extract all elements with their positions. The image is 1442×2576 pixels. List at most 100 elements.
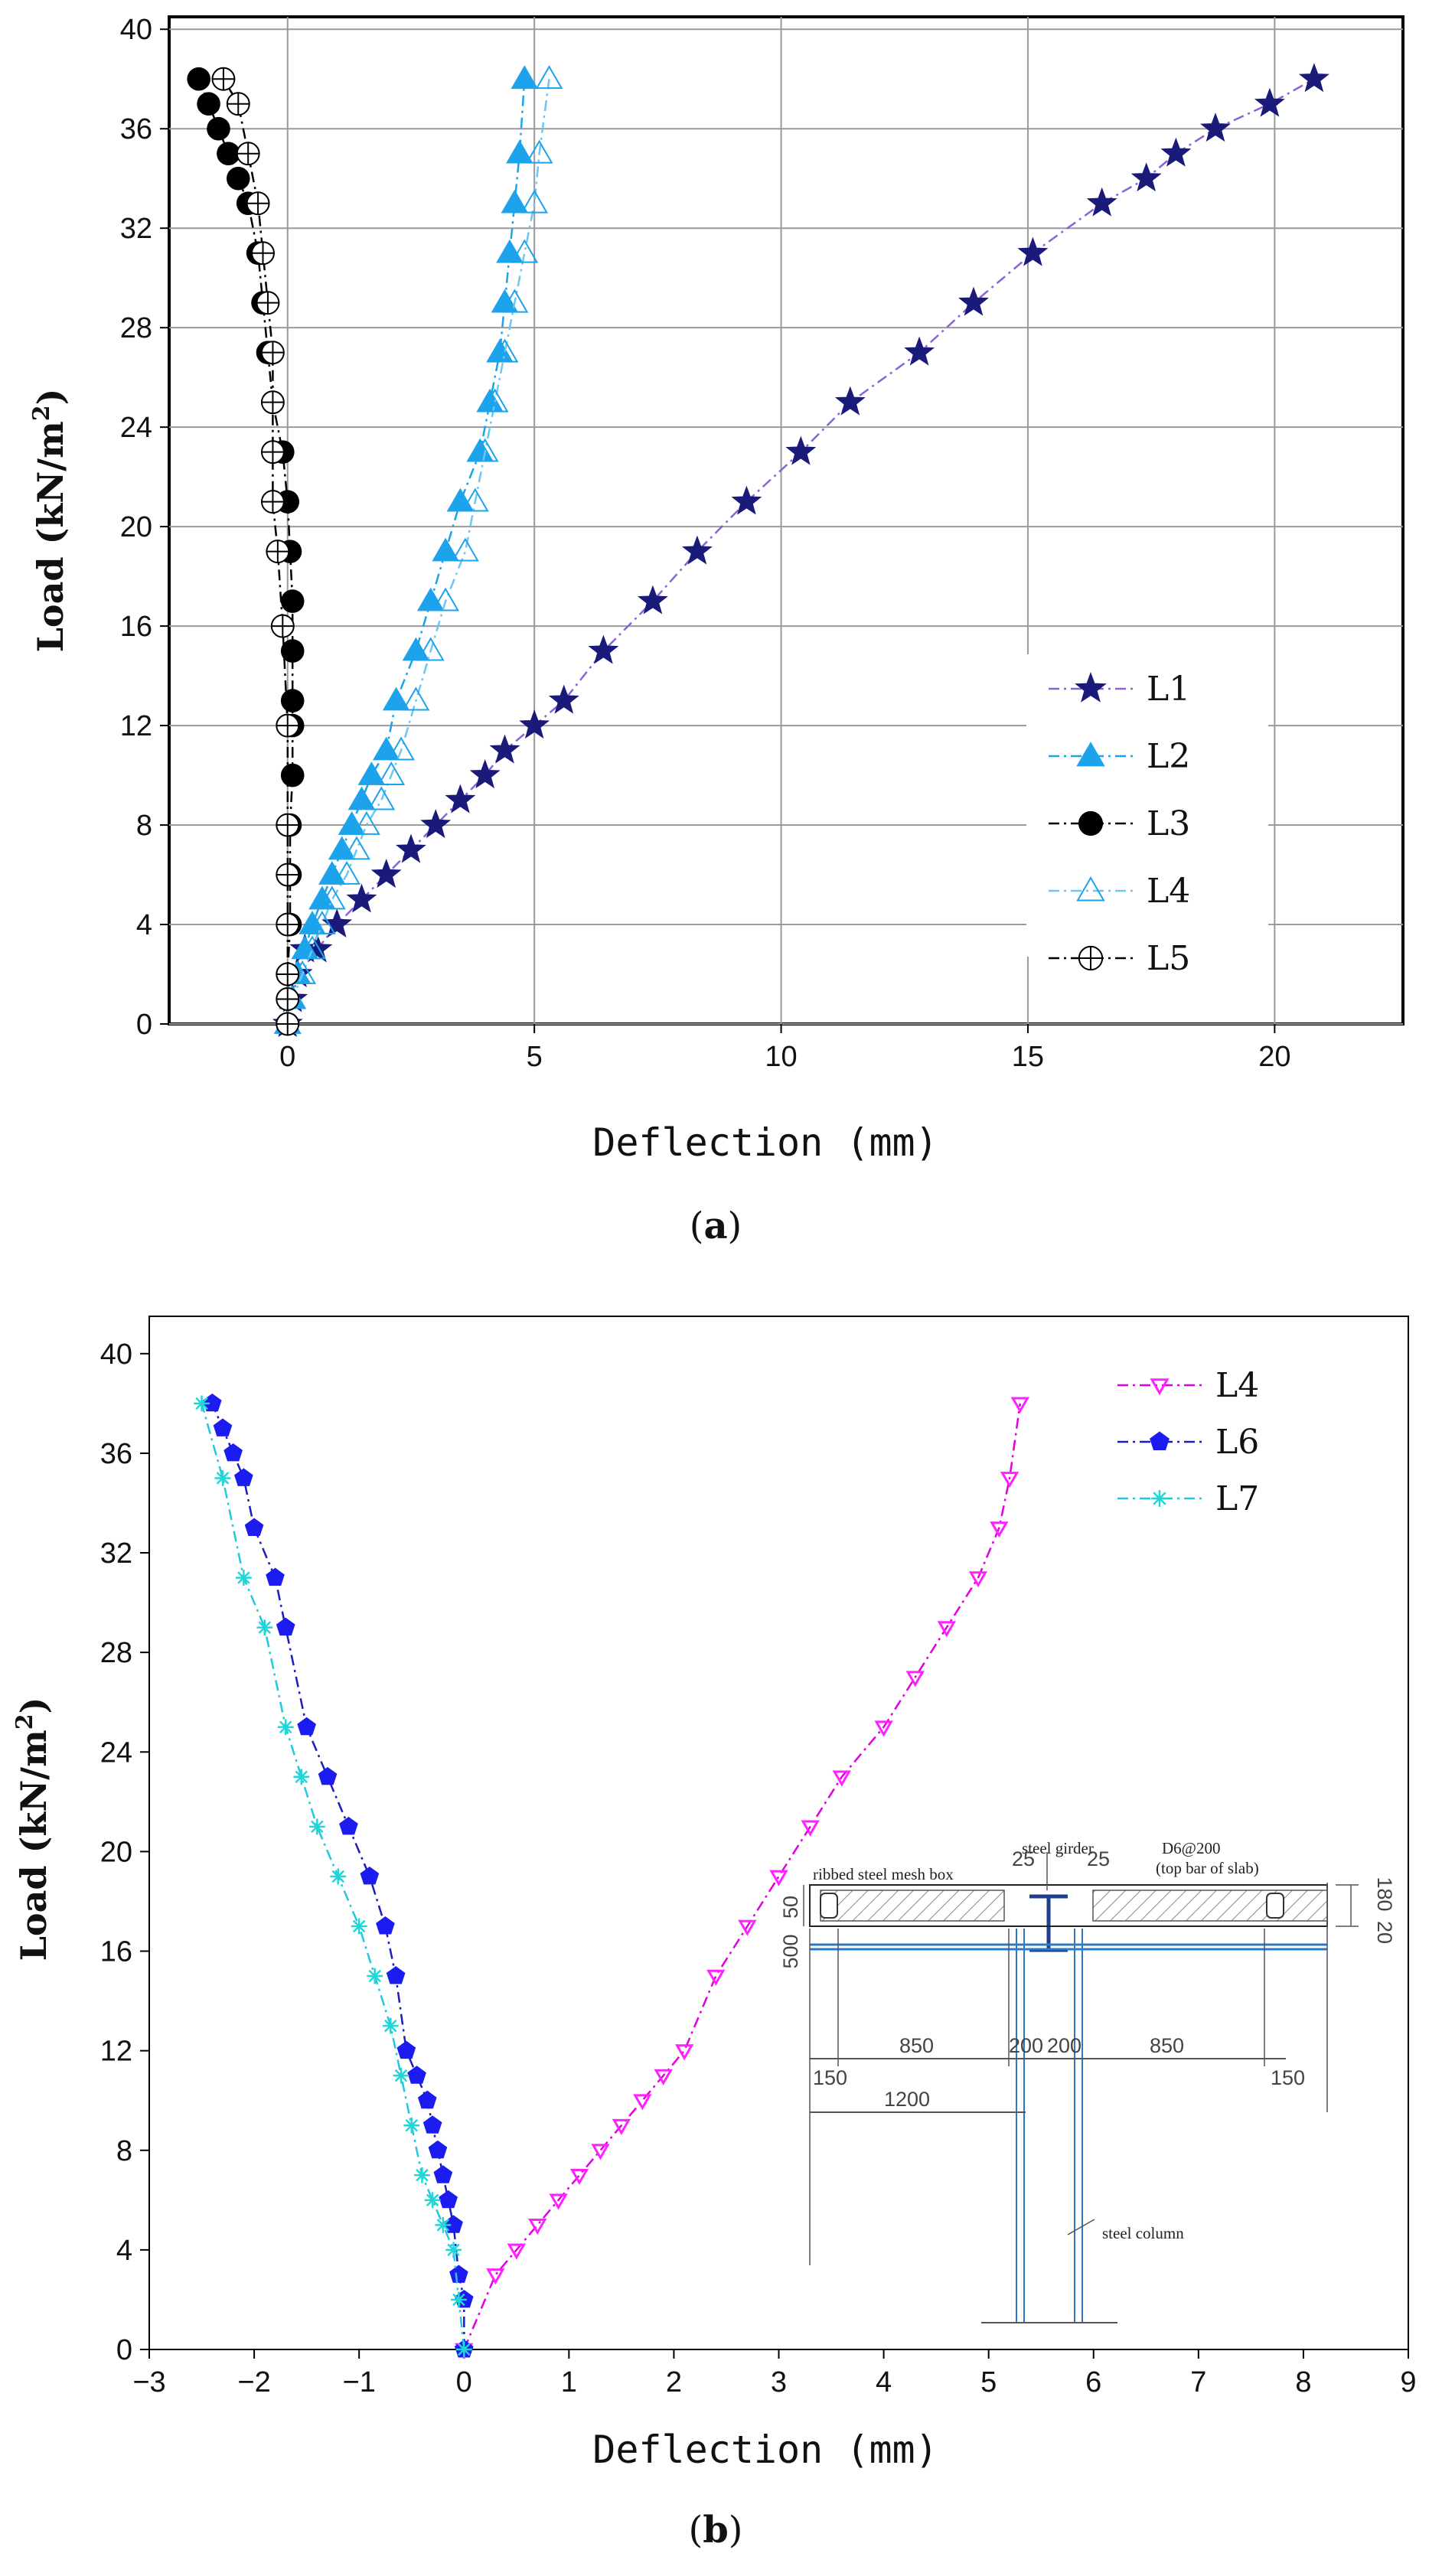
b-x-tick-label: 9 xyxy=(1400,2366,1416,2398)
inset-dim-180: 180 xyxy=(1373,1877,1396,1911)
a-point-l4 xyxy=(535,65,563,90)
a-point-l1 xyxy=(1017,236,1049,266)
a-x-tick-label: 20 xyxy=(1258,1041,1290,1073)
b-point-l7 xyxy=(330,1868,347,1885)
b-y-tick-label: 32 xyxy=(100,1537,132,1570)
a-point-l4 xyxy=(333,860,361,885)
b-point-l7 xyxy=(445,2242,462,2258)
a-legend-marker-l3 xyxy=(1078,810,1104,836)
a-point-l4 xyxy=(387,736,416,761)
a-point-l5 xyxy=(260,490,285,514)
a-point-l5 xyxy=(276,862,300,887)
b-point-l6 xyxy=(213,1418,233,1436)
inset-dim-150-right: 150 xyxy=(1271,2066,1305,2089)
panel-b-label: (b) xyxy=(688,2509,742,2552)
b-point-l7 xyxy=(424,2192,441,2209)
a-point-l3 xyxy=(280,763,305,787)
a-point-l5 xyxy=(236,142,260,166)
inset-dim-150-left: 150 xyxy=(813,2066,847,2089)
a-point-l2 xyxy=(416,587,445,611)
a-point-l1 xyxy=(1086,187,1117,217)
inset-label-topbar: (top bar of slab) xyxy=(1156,1859,1259,1877)
a-legend-marker-l5 xyxy=(1078,945,1104,971)
b-point-l6 xyxy=(244,1518,264,1536)
a-y-tick-label: 40 xyxy=(120,14,152,46)
a-y-tick-label: 32 xyxy=(120,213,152,245)
b-legend-marker-l6 xyxy=(1150,1431,1170,1450)
inset-dim-1200: 1200 xyxy=(884,2088,930,2111)
b-point-l7 xyxy=(214,1470,231,1486)
a-legend-label-l3: L3 xyxy=(1147,804,1190,843)
panel-a-legend: L1 L2 L3 L4 L5 xyxy=(1026,654,1268,978)
b-point-l4 xyxy=(569,2169,589,2185)
b-y-tick-label: 8 xyxy=(116,2135,132,2167)
a-y-tick-label: 4 xyxy=(136,909,152,941)
a-series-line-l4 xyxy=(286,79,550,1025)
a-point-l5 xyxy=(226,92,250,116)
a-point-l5 xyxy=(260,440,285,465)
a-point-l1 xyxy=(958,286,989,316)
b-x-tick-label: −3 xyxy=(132,2366,165,2398)
a-x-tick-label: 15 xyxy=(1012,1041,1044,1073)
a-y-tick-label: 20 xyxy=(120,511,152,543)
b-y-tick-label: 12 xyxy=(100,2036,132,2068)
a-point-l5 xyxy=(270,614,295,638)
a-point-l5 xyxy=(211,67,236,91)
a-point-l4 xyxy=(343,836,370,860)
a-y-tick-label: 24 xyxy=(120,412,152,444)
inset-dim-25-right: 25 xyxy=(1087,1847,1110,1870)
a-point-l2 xyxy=(402,637,430,661)
b-point-l7 xyxy=(367,1968,383,1984)
a-point-l2 xyxy=(338,810,366,835)
b-x-tick-label: 4 xyxy=(876,2366,892,2398)
b-point-l6 xyxy=(266,1567,285,1586)
b-legend-marker-l7 xyxy=(1151,1490,1168,1507)
a-point-l1 xyxy=(731,485,762,515)
a-point-l2 xyxy=(318,860,346,885)
a-point-l3 xyxy=(207,116,230,141)
b-point-l6 xyxy=(439,2190,458,2209)
a-point-l3 xyxy=(226,166,250,191)
b-point-l7 xyxy=(351,1918,367,1935)
b-point-l6 xyxy=(407,2066,426,2084)
a-point-l1 xyxy=(1298,63,1329,93)
a-point-l5 xyxy=(266,540,290,564)
inset-label-column: steel column xyxy=(1102,2224,1184,2242)
a-point-l1 xyxy=(346,883,377,913)
a-point-l4 xyxy=(377,761,406,785)
panel-a-label: (a) xyxy=(690,1205,742,1247)
inset-label-girder: steel girder xyxy=(1022,1839,1094,1857)
a-point-l2 xyxy=(511,65,539,90)
a-point-l4 xyxy=(367,786,396,810)
b-point-l4 xyxy=(591,2144,610,2160)
b-y-tick-label: 20 xyxy=(100,1836,132,1868)
b-point-l7 xyxy=(403,2117,420,2134)
a-x-tick-label: 10 xyxy=(765,1041,797,1073)
a-point-l1 xyxy=(420,809,452,839)
b-y-tick-label: 16 xyxy=(100,1936,132,1968)
a-legend-label-l1: L1 xyxy=(1147,670,1190,709)
a-point-l1 xyxy=(469,759,501,789)
b-point-l6 xyxy=(360,1866,380,1885)
inset-dim-25-left: 25 xyxy=(1012,1847,1035,1870)
b-point-l7 xyxy=(414,2167,430,2183)
a-legend-label-l5: L5 xyxy=(1147,939,1190,978)
panel-b-x-axis-title: Deflection (mm) xyxy=(592,2428,938,2472)
b-point-l6 xyxy=(396,2040,416,2059)
b-series-line-l4 xyxy=(463,1403,1022,2350)
a-x-tick-label: 5 xyxy=(527,1041,543,1073)
b-point-l7 xyxy=(393,2067,409,2084)
a-point-l4 xyxy=(352,810,380,835)
b-point-l4 xyxy=(937,1621,957,1638)
b-point-l7 xyxy=(382,2017,399,2034)
a-point-l1 xyxy=(834,386,866,416)
panel-b-plot-frame xyxy=(148,1316,1409,2350)
a-y-tick-label: 28 xyxy=(120,312,152,344)
a-point-l1 xyxy=(588,634,619,664)
b-x-tick-label: 0 xyxy=(456,2366,472,2398)
a-point-l1 xyxy=(1130,162,1162,192)
b-point-l6 xyxy=(234,1468,253,1486)
b-point-l4 xyxy=(612,2118,631,2136)
